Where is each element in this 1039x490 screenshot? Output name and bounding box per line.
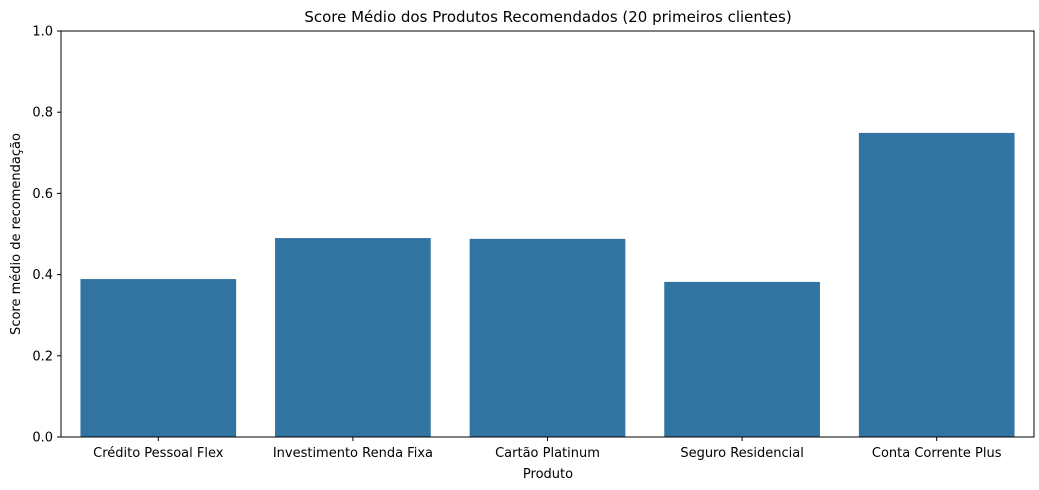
bar <box>664 281 820 437</box>
bars-group <box>80 132 1015 437</box>
y-tick-label: 0.0 <box>32 431 53 446</box>
x-tick-label: Seguro Residencial <box>680 446 804 461</box>
y-tick-label: 1.0 <box>32 25 53 40</box>
x-tick-label: Investimento Renda Fixa <box>273 446 433 461</box>
plot-frame <box>60 30 1035 438</box>
x-tick-label: Cartão Platinum <box>495 446 600 461</box>
bar <box>469 238 626 437</box>
y-tick-label: 0.4 <box>32 268 53 283</box>
bar <box>80 279 237 437</box>
y-tick-label: 0.2 <box>32 349 53 364</box>
bar <box>858 132 1015 437</box>
x-tick-label: Crédito Pessoal Flex <box>93 446 224 461</box>
x-tick-label: Conta Corrente Plus <box>872 446 1002 461</box>
y-tick-label: 0.8 <box>32 106 53 121</box>
chart-title: Score Médio dos Produtos Recomendados (2… <box>304 8 791 26</box>
y-tick-label: 0.6 <box>32 187 53 202</box>
y-axis-ticks: 0.0 0.2 0.4 0.6 0.8 1.0 <box>32 25 61 446</box>
x-axis-ticks: Crédito Pessoal Flex Investimento Renda F… <box>93 437 1002 461</box>
x-axis-label: Produto <box>523 467 573 482</box>
bar <box>275 238 431 437</box>
y-axis-label: Score médio de recomendação <box>9 133 24 335</box>
